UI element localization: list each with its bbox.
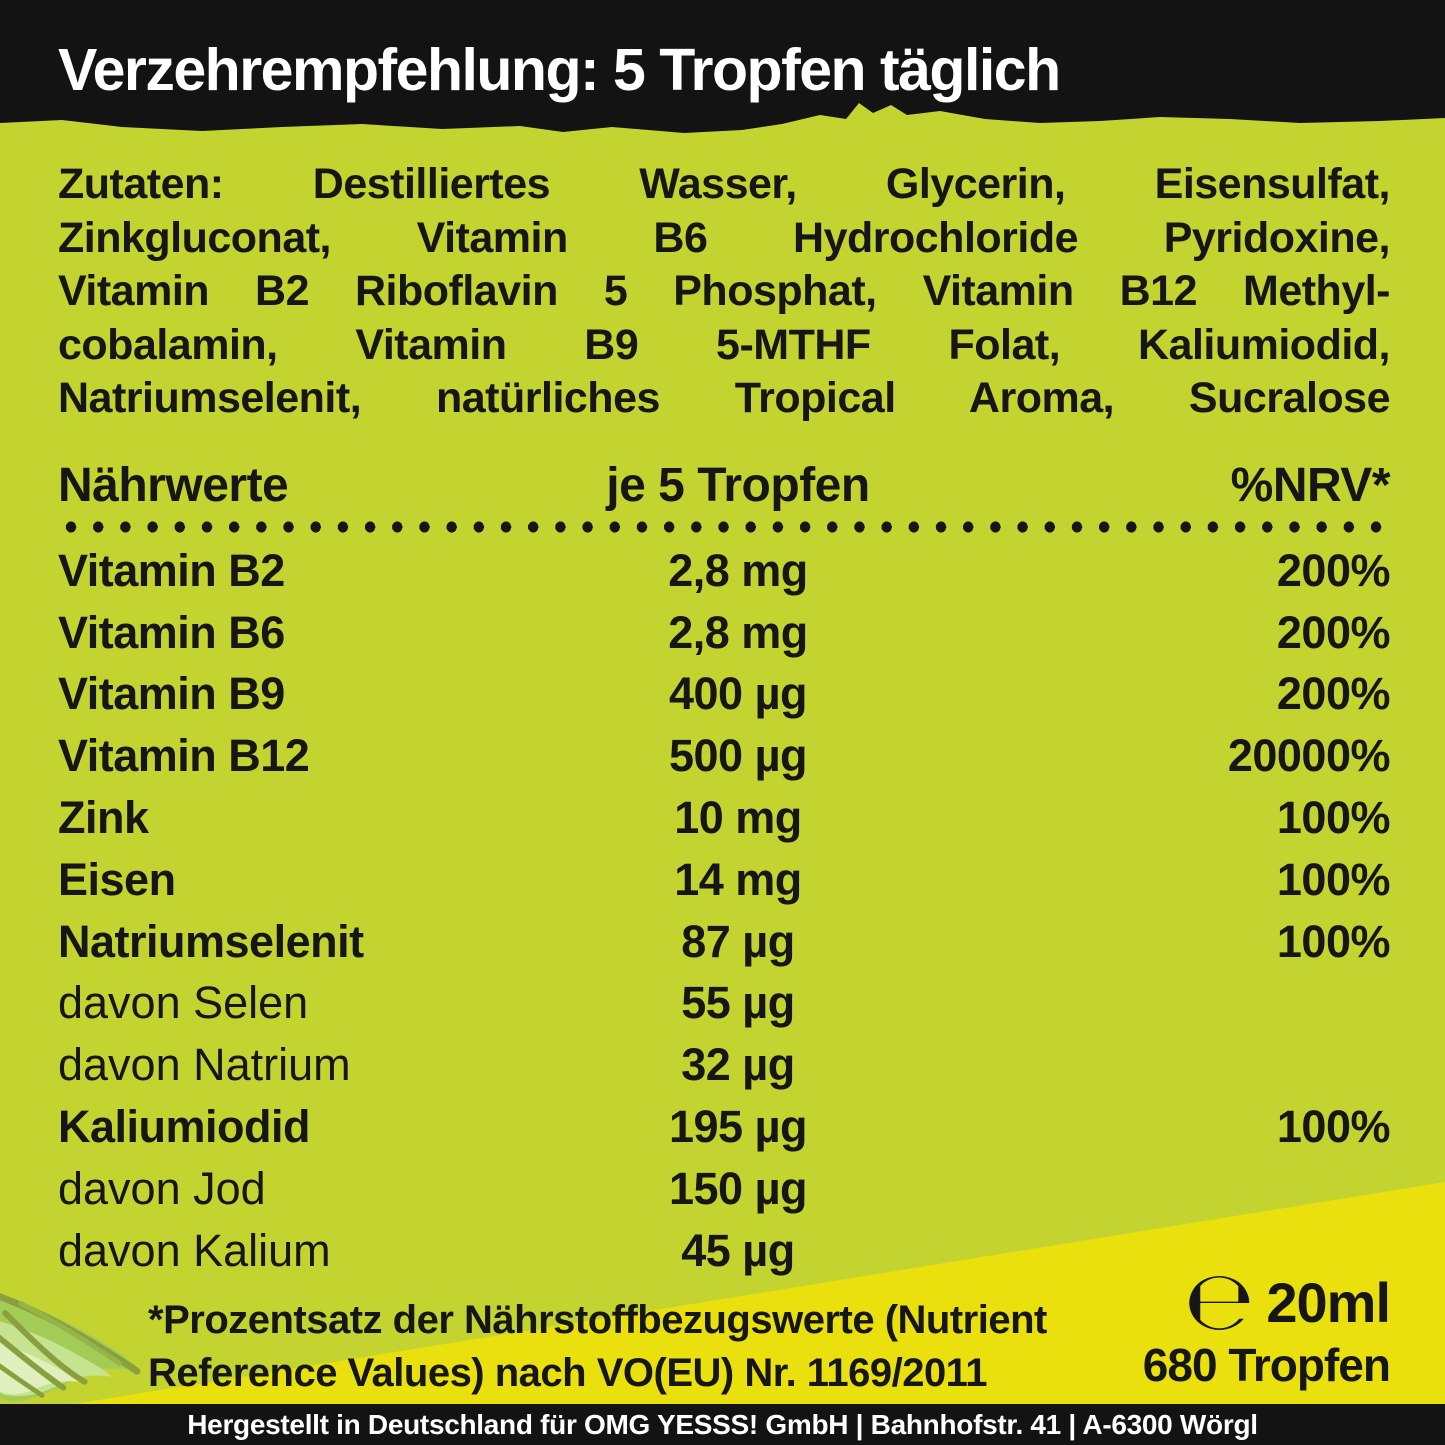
nutrient-name: Vitamin B9	[58, 668, 285, 720]
nutrient-nrv: 100%	[1276, 853, 1391, 905]
net-volume-row: ℮ 20ml	[1143, 1254, 1391, 1349]
table-row: Vitamin B2 2,8 mg 200%	[58, 540, 1391, 602]
nutrient-nrv: 100%	[1276, 915, 1391, 967]
nutrient-nrv: 200%	[1276, 668, 1391, 720]
nutrient-amount: 195 µg	[669, 1101, 808, 1153]
nutrient-amount: 45 µg	[681, 1224, 795, 1276]
nutrient-amount: 10 mg	[674, 792, 802, 844]
nutrient-name: Zink	[58, 792, 149, 844]
ingredients-line: Zinkgluconat, Vitamin B6 Hydrochloride P…	[58, 213, 1391, 262]
column-header-amount: je 5 Tropfen	[606, 459, 870, 512]
ingredients-label: Zutaten:	[58, 160, 224, 208]
table-row: Natriumselenit 87 µg 100%	[58, 911, 1391, 973]
table-header-row: Nährwerte je 5 Tropfen %NRV*	[58, 458, 1391, 512]
table-row: Vitamin B9 400 µg 200%	[58, 664, 1391, 726]
footnote-line: *Prozentsatz der Nährstoffbezugswerte (N…	[148, 1298, 1047, 1342]
nutrient-amount: 500 µg	[669, 730, 808, 782]
nrv-footnote: *Prozentsatz der Nährstoffbezugswerte (N…	[148, 1294, 1047, 1400]
ingredients-line: Vitamin B2 Riboflavin 5 Phosphat, Vitami…	[58, 267, 1391, 315]
nutrient-amount: 2,8 mg	[668, 544, 808, 596]
ingredients-line: Natriumselenit, natürliches Tropical Aro…	[58, 374, 1391, 422]
table-row: Zink 10 mg 100%	[58, 787, 1391, 849]
nutrient-name: davon Kalium	[58, 1224, 331, 1276]
column-header-nrv: %NRV*	[1230, 459, 1391, 512]
table-row: davon Natrium 32 µg	[58, 1034, 1390, 1096]
nutrient-nrv: 100%	[1276, 792, 1391, 844]
dotted-divider	[58, 514, 1390, 540]
net-volume: ℮ 20ml 680 Tropfen	[1142, 1254, 1391, 1392]
table-row: Eisen 14 mg 100%	[58, 849, 1391, 911]
column-header-nutrient: Nährwerte	[58, 459, 289, 512]
nutrient-nrv: 200%	[1276, 606, 1391, 658]
drop-count: 680 Tropfen	[1142, 1339, 1391, 1391]
table-row: davon Selen 55 µg	[58, 973, 1390, 1035]
nutrient-name: Natriumselenit	[58, 915, 364, 967]
nutrition-table: Nährwerte je 5 Tropfen %NRV* Vitamin B2 2…	[58, 458, 1391, 1282]
nutrient-name: Eisen	[58, 853, 176, 905]
nutrient-name: Vitamin B12	[58, 730, 310, 782]
manufacturer-info: Hergestellt in Deutschland für OMG YESSS…	[187, 1408, 1258, 1440]
table-row: Vitamin B6 2,8 mg 200%	[58, 602, 1391, 664]
header-bar: Verzehrempfehlung: 5 Tropfen täglich	[0, 0, 1445, 133]
nutrient-nrv: 20000%	[1227, 730, 1391, 782]
nutrient-name: Kaliumiodid	[58, 1101, 311, 1153]
net-volume-value: 20ml	[1266, 1270, 1391, 1334]
ingredients-line: cobalamin, Vitamin B9 5-MTHF Folat, Kali…	[58, 320, 1391, 369]
nutrient-name: davon Jod	[58, 1162, 266, 1214]
nutrient-nrv: 100%	[1276, 1101, 1391, 1153]
ingredients-section: Zutaten: Destilliertes Wasser, Glycerin,…	[58, 158, 1391, 426]
table-row: davon Kalium 45 µg	[58, 1220, 1390, 1282]
estimated-sign-icon: ℮	[1184, 1254, 1255, 1349]
ingredients-line: Zutaten: Destilliertes Wasser, Glycerin,…	[58, 158, 1391, 212]
nutrient-amount: 32 µg	[681, 1039, 795, 1091]
nutrient-amount: 55 µg	[681, 977, 795, 1029]
page-title: Verzehrempfehlung: 5 Tropfen täglich	[58, 37, 1061, 103]
nutrient-amount: 87 µg	[681, 915, 795, 967]
table-row: davon Jod 150 µg	[58, 1158, 1390, 1220]
footer-bar: Hergestellt in Deutschland für OMG YESSS…	[0, 1404, 1445, 1445]
nutrient-amount: 2,8 mg	[668, 606, 808, 658]
nutrient-name: Vitamin B6	[58, 606, 285, 658]
table-row: Kaliumiodid 195 µg 100%	[58, 1096, 1391, 1158]
footnote-line: Reference Values) nach VO(EU) Nr. 1169/2…	[148, 1351, 987, 1395]
nutrient-name: davon Natrium	[58, 1039, 351, 1091]
ingredients-line1-text: Destilliertes Wasser, Glycerin, Eisensul…	[223, 160, 1391, 208]
nutrient-amount: 14 mg	[674, 853, 802, 905]
nutrient-amount: 400 µg	[669, 668, 808, 720]
table-row: Vitamin B12 500 µg 20000%	[58, 725, 1391, 787]
nutrient-amount: 150 µg	[669, 1162, 808, 1214]
nutrient-nrv: 200%	[1276, 544, 1391, 596]
leaf-icon	[0, 1293, 141, 1402]
table-rows: Vitamin B2 2,8 mg 200% Vitamin B6 2,8 mg 200%…	[58, 540, 1391, 1282]
nutrient-name: Vitamin B2	[58, 544, 285, 596]
nutrient-name: davon Selen	[58, 977, 309, 1029]
